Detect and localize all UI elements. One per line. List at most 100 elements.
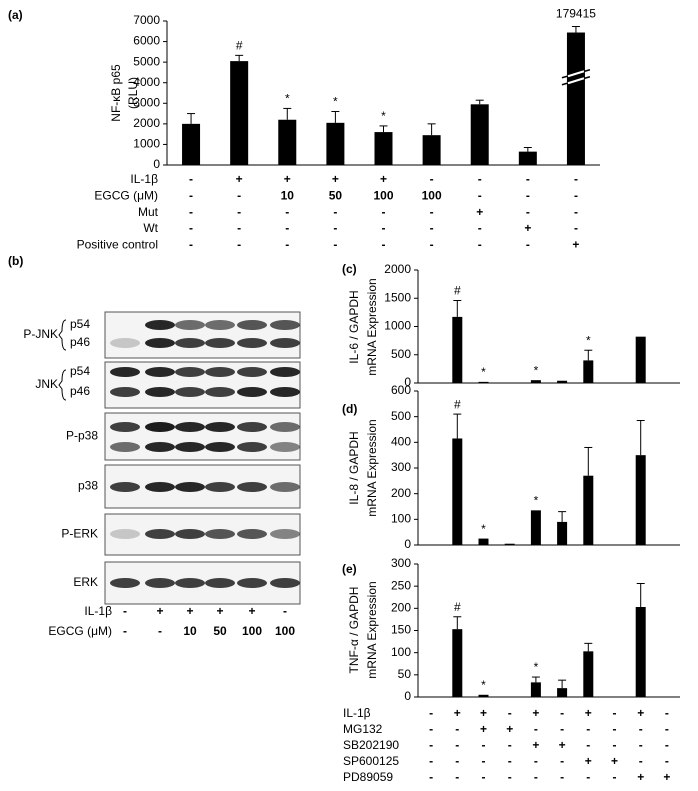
- cell: +: [572, 237, 579, 251]
- cell: -: [189, 172, 193, 186]
- row-label: Mut: [138, 205, 159, 219]
- y-tick-label: 100: [391, 645, 411, 659]
- bar: [635, 607, 646, 697]
- significance-marker: *: [534, 363, 539, 377]
- blot-band: [145, 482, 175, 492]
- blot-band: [175, 482, 205, 492]
- cell: 50: [329, 188, 343, 202]
- y-tick-label: 6000: [133, 34, 160, 48]
- value-label: 179415: [556, 7, 596, 21]
- blot-band: [145, 387, 175, 397]
- row-label: SP600125: [343, 754, 399, 768]
- y-tick-label: 500: [391, 409, 411, 423]
- blot-band: [110, 529, 140, 539]
- cell: -: [429, 722, 433, 736]
- cell: +: [380, 172, 387, 186]
- band-label: p46: [70, 335, 90, 349]
- y-axis-label: mRNA Expression: [365, 419, 379, 516]
- bar: [635, 455, 646, 545]
- blot-frame: [104, 412, 301, 461]
- cell: -: [526, 188, 530, 202]
- significance-marker: *: [481, 365, 486, 379]
- cell: -: [613, 722, 617, 736]
- error-bar: [531, 676, 540, 683]
- bar: [374, 132, 393, 165]
- cell: -: [285, 237, 289, 251]
- blot-band: [145, 367, 175, 377]
- cell: -: [639, 738, 643, 752]
- cell: +: [524, 221, 531, 235]
- cell: -: [333, 205, 337, 219]
- cell: -: [382, 237, 386, 251]
- error-bar: [453, 300, 462, 317]
- blot-band: [175, 387, 205, 397]
- blot-band: [237, 367, 267, 377]
- cell: -: [333, 221, 337, 235]
- error-bar: [584, 642, 593, 652]
- error-bar: [453, 413, 462, 439]
- blot-band: [110, 482, 140, 492]
- error-bar: [283, 107, 292, 120]
- cell: -: [586, 770, 590, 784]
- cell: -: [574, 205, 578, 219]
- cell: +: [559, 738, 566, 752]
- bar: [278, 119, 297, 165]
- y-tick-label: 100: [391, 512, 411, 526]
- bracket: [58, 319, 67, 351]
- row-label: IL-1β: [343, 706, 371, 720]
- blot-band: [270, 320, 300, 330]
- bar: [557, 380, 568, 383]
- cell: -: [237, 221, 241, 235]
- blot-band: [237, 529, 267, 539]
- blot-band: [270, 442, 300, 452]
- cell: -: [478, 172, 482, 186]
- y-tick-label: 300: [391, 556, 411, 570]
- cell: -: [586, 722, 590, 736]
- cell: +: [236, 172, 243, 186]
- cell: -: [123, 624, 127, 638]
- cell: -: [482, 738, 486, 752]
- cell: +: [480, 722, 487, 736]
- cell: -: [430, 205, 434, 219]
- bracket: [58, 369, 67, 401]
- row-label: IL-1β: [84, 604, 112, 618]
- significance-marker: *: [534, 660, 539, 674]
- cell: +: [156, 604, 163, 618]
- y-axis-label: IL-8 / GAPDH: [347, 431, 361, 504]
- bar: [182, 123, 201, 165]
- cell: -: [560, 754, 564, 768]
- cell: 100: [373, 188, 393, 202]
- cell: 10: [183, 624, 197, 638]
- cell: 100: [275, 624, 295, 638]
- panel-label: (c): [342, 262, 357, 276]
- bar: [326, 122, 345, 165]
- cell: -: [189, 221, 193, 235]
- y-tick-label: 2000: [384, 262, 411, 276]
- cell: +: [585, 706, 592, 720]
- bar: [478, 694, 489, 697]
- blot-band: [205, 482, 235, 492]
- error-bar: [453, 616, 462, 630]
- cell: -: [283, 604, 287, 618]
- cell: -: [482, 754, 486, 768]
- y-tick-label: 200: [391, 486, 411, 500]
- significance-marker: *: [586, 333, 591, 347]
- error-bar: [331, 111, 340, 123]
- significance-marker: *: [534, 494, 539, 508]
- blot-band: [270, 422, 300, 432]
- y-tick-label: 300: [391, 460, 411, 474]
- blot-band: [110, 367, 140, 377]
- bar: [478, 538, 489, 545]
- y-tick-label: 7000: [133, 13, 160, 27]
- cell: -: [123, 604, 127, 618]
- cell: +: [611, 754, 618, 768]
- bar: [518, 151, 537, 165]
- cell: -: [285, 205, 289, 219]
- blot-band: [205, 338, 235, 348]
- error-bar: [558, 511, 567, 522]
- y-tick-label: 0: [153, 157, 160, 171]
- row-label: EGCG (μM): [94, 188, 158, 202]
- y-tick-label: 4000: [133, 75, 160, 89]
- panel-label: (a): [8, 8, 23, 22]
- axis-break-gap: [567, 70, 585, 78]
